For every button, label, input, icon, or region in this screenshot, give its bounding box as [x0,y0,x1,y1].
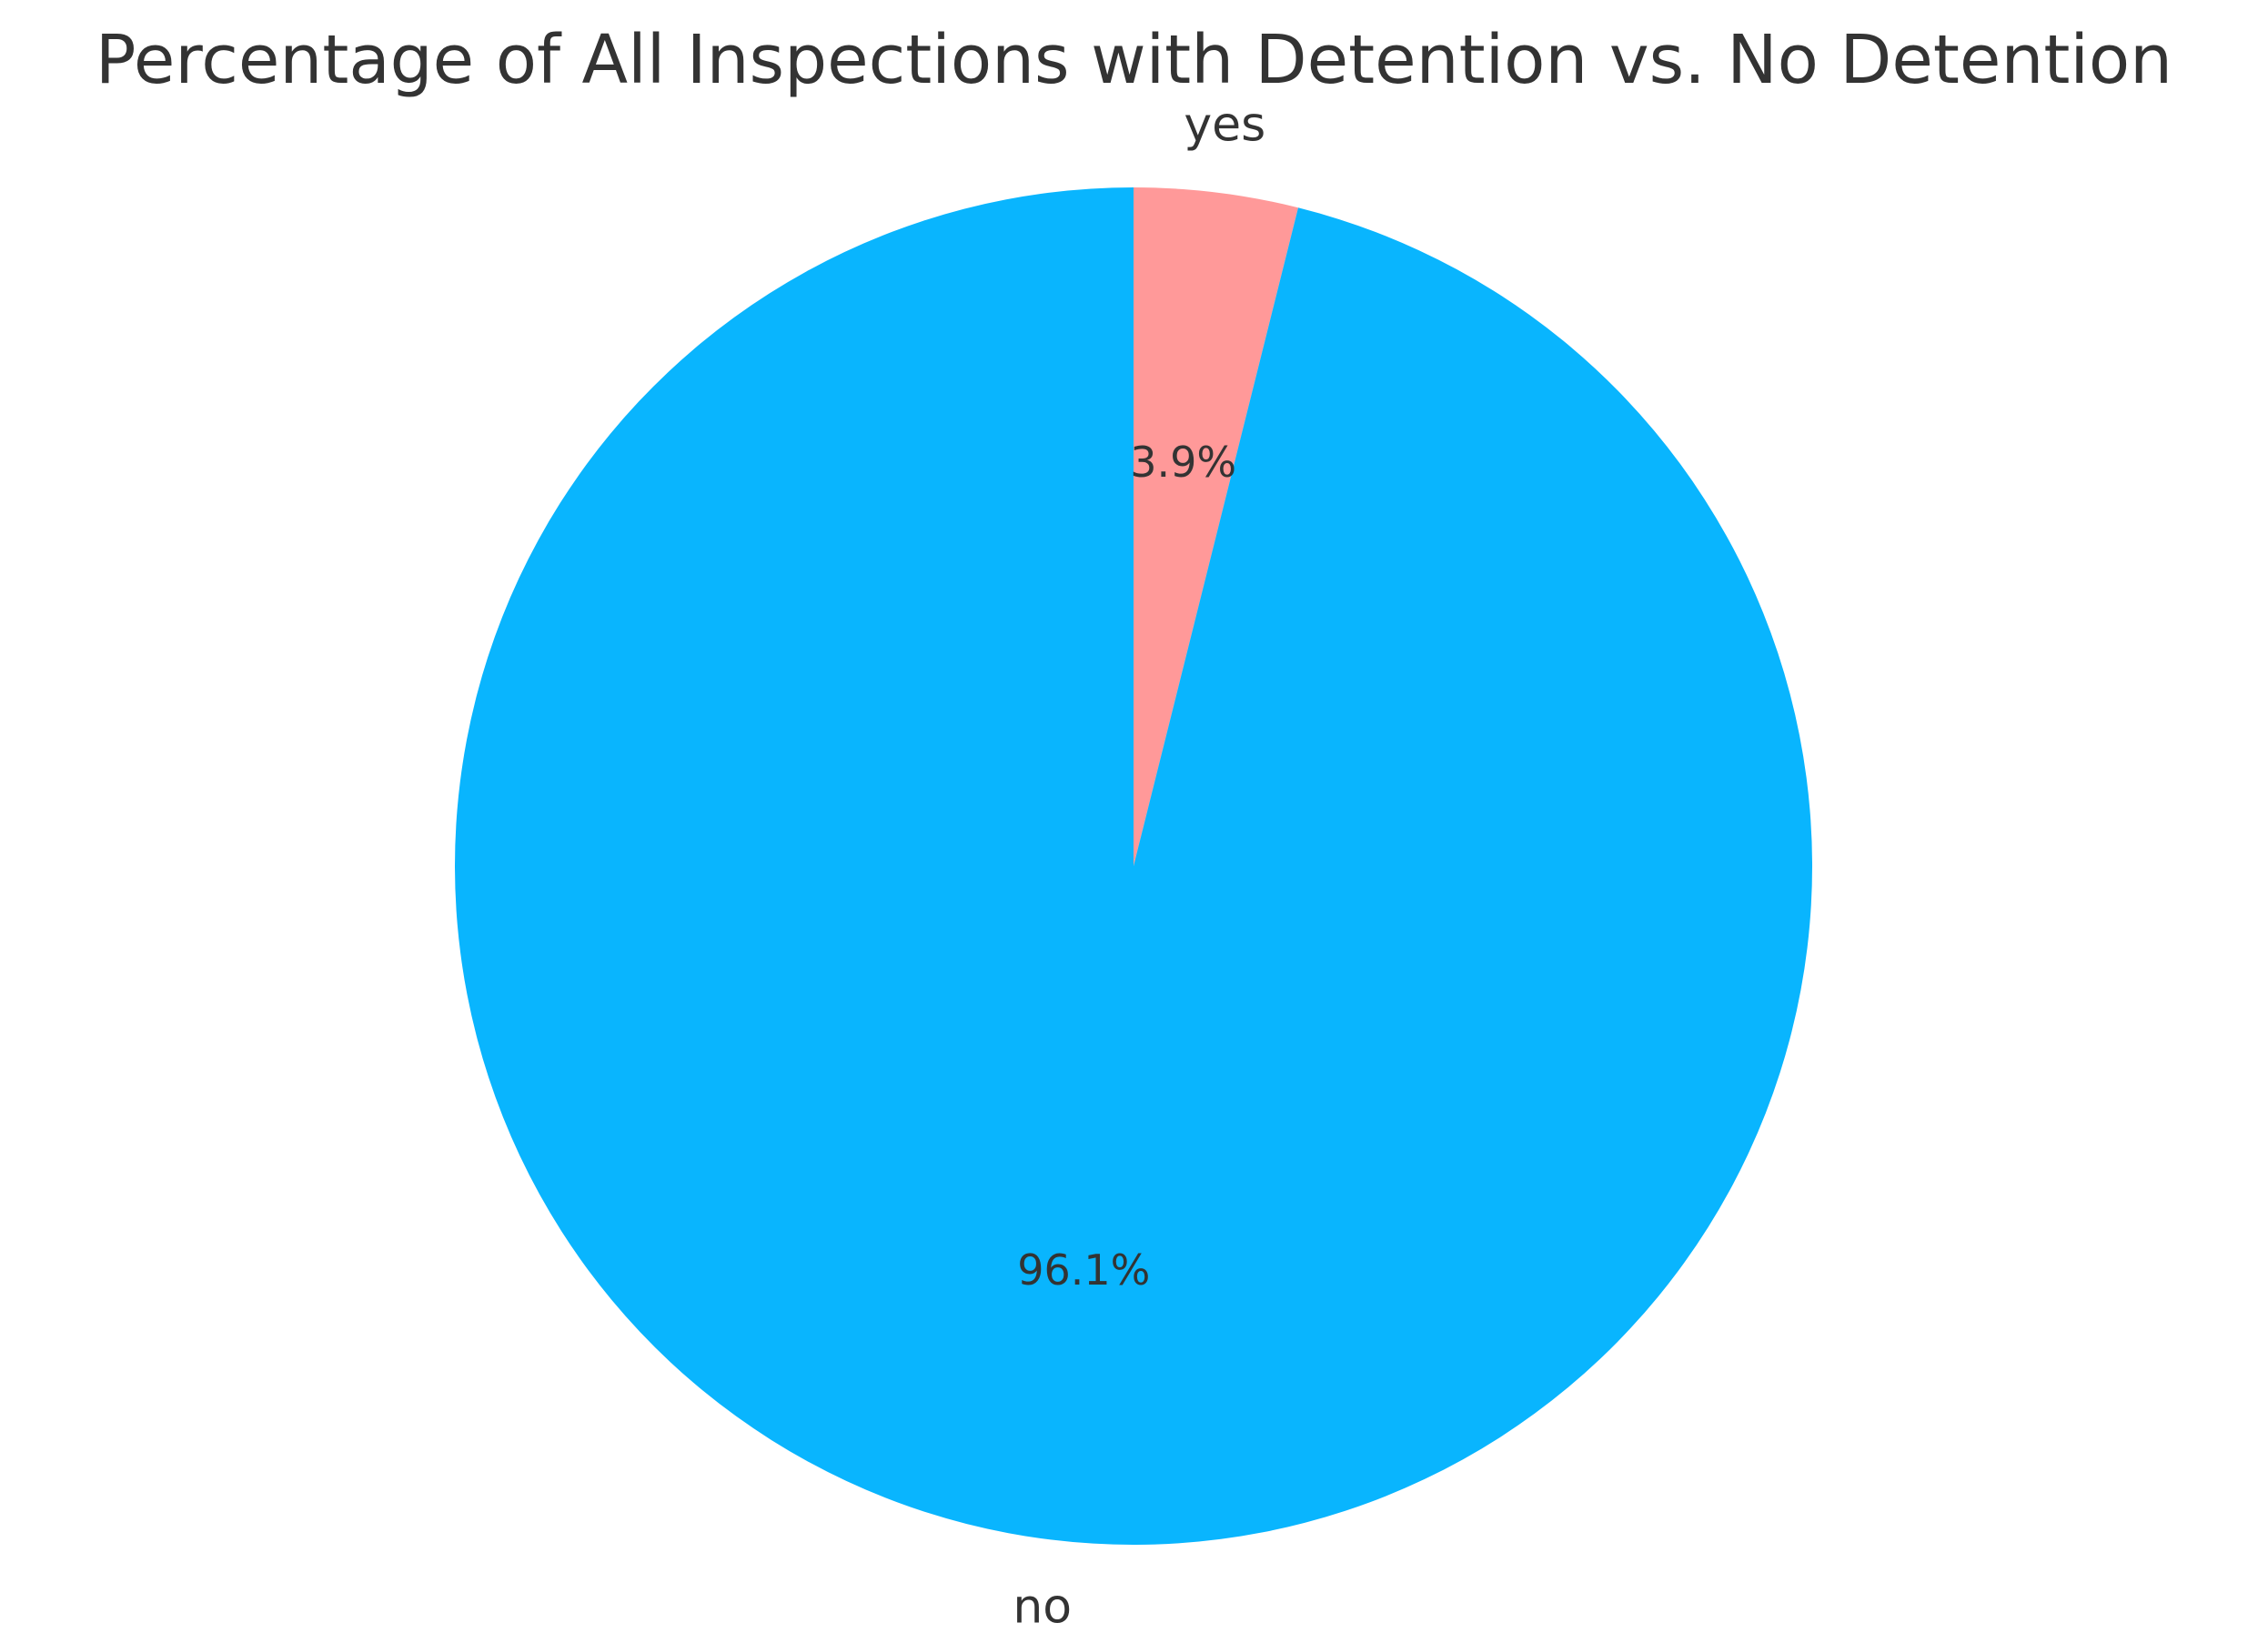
percent-label-yes: 3.9% [1130,438,1236,487]
pie-slices [455,187,1813,1546]
pie-slice-no [455,187,1813,1546]
pie-slice-yes [1134,187,1298,866]
chart-title: Percentage of All Inspections with Deten… [95,21,2173,99]
slice-label-no: no [1013,1579,1072,1633]
slice-label-yes: yes [1184,98,1265,153]
percent-label-no: 96.1% [1017,1245,1150,1295]
pie-labels: yes 3.9% no 96.1% [1013,98,1265,1633]
